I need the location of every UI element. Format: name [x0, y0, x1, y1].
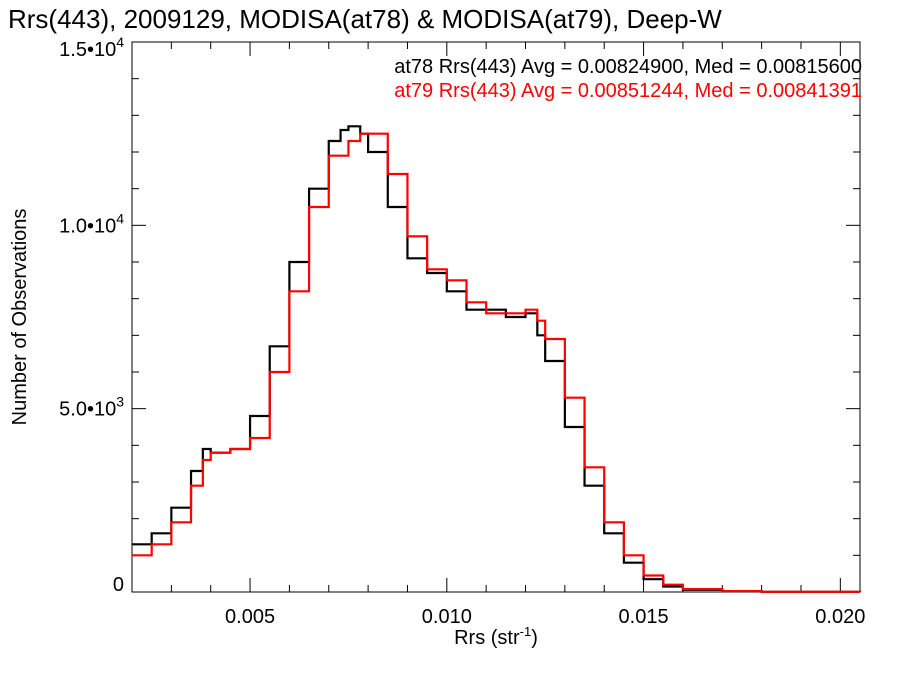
y-axis-label: Number of Observations — [9, 209, 31, 426]
series-line-at79 — [132, 132, 862, 593]
x-tick-label: 0.010 — [422, 606, 472, 628]
x-axis-label: Rrs (str-1) — [454, 624, 538, 649]
series-layer — [132, 125, 862, 593]
x-axis-ticks: 0.005 0.010 0.015 0.020 — [131, 42, 865, 628]
legend-entry-at78: at78 Rrs(443) Avg = 0.00824900, Med = 0.… — [394, 56, 862, 78]
x-tick-label: 0.020 — [815, 606, 865, 628]
y-tick-label: 1.5•104 — [59, 34, 124, 61]
y-tick-label: 0 — [113, 574, 124, 596]
y-tick-label: 5.0•103 — [59, 394, 124, 421]
series-line-at78 — [132, 125, 862, 593]
x-tick-label: 0.005 — [225, 606, 275, 628]
y-tick-label: 1.0•104 — [59, 210, 124, 237]
plot-frame — [131, 41, 861, 593]
legend-entry-at79: at79 Rrs(443) Avg = 0.00851244, Med = 0.… — [394, 80, 862, 102]
legend: at78 Rrs(443) Avg = 0.00824900, Med = 0.… — [394, 56, 862, 102]
x-tick-label: 0.015 — [619, 606, 669, 628]
y-axis-ticks: 0 5.0•103 1.0•104 1.5•104 — [59, 34, 860, 596]
chart-title: Rrs(443), 2009129, MODISA(at78) & MODISA… — [8, 4, 722, 34]
